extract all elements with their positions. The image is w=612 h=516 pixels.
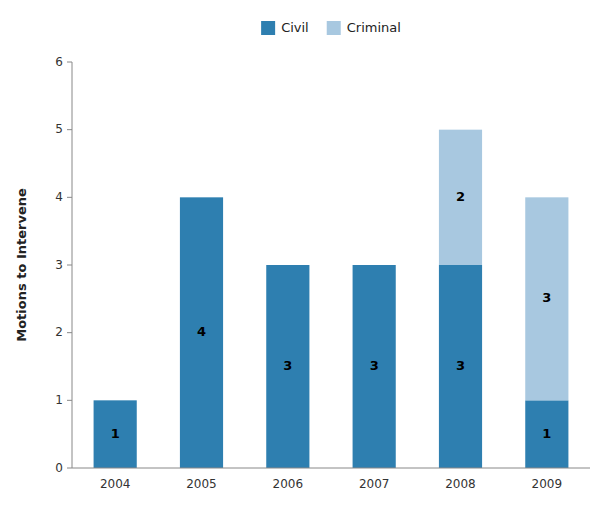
y-tick-label: 0: [55, 461, 63, 475]
bar: [94, 400, 137, 468]
bar: [353, 265, 396, 266]
bar: [439, 130, 482, 265]
y-tick-label: 3: [55, 258, 63, 272]
data-label: 2: [456, 189, 465, 204]
legend-item: Civil: [261, 20, 309, 36]
x-tick-label: 2007: [359, 477, 390, 491]
x-tick-label: 2005: [186, 477, 217, 491]
legend-swatch: [261, 21, 275, 35]
data-label: 3: [283, 358, 292, 373]
y-tick: [67, 265, 72, 266]
bar: [94, 400, 137, 401]
bar: [525, 400, 568, 468]
y-tick: [67, 400, 72, 401]
data-label: 4: [197, 324, 206, 339]
y-tick: [67, 197, 72, 198]
y-tick-label: 4: [55, 190, 63, 204]
y-tick: [67, 332, 72, 333]
data-label: 1: [111, 426, 120, 441]
y-tick-label: 5: [55, 122, 63, 136]
y-tick-label: 1: [55, 393, 63, 407]
bar: [266, 265, 309, 266]
legend: Civil Criminal: [261, 20, 401, 36]
data-label: 3: [542, 290, 551, 305]
bar: [266, 265, 309, 468]
legend-swatch: [327, 21, 341, 35]
y-tick: [67, 129, 72, 130]
x-axis: 2004 2005 2006 2007 2008 2009: [72, 468, 590, 491]
legend-label: Civil: [281, 20, 309, 35]
legend-label: Criminal: [347, 20, 401, 35]
y-tick-label: 2: [55, 325, 63, 339]
x-tick-label: 2004: [100, 477, 131, 491]
chart-container: 0123456Motions to Intervene1433312320042…: [0, 0, 612, 516]
y-axis-line: [72, 62, 73, 468]
x-tick-label: 2006: [273, 477, 304, 491]
data-labels: 1 4 3 3 3 1 2 3: [111, 189, 552, 441]
y-tick-label: 6: [55, 55, 63, 69]
bar: [525, 197, 568, 400]
bar: [353, 265, 396, 468]
bar: [439, 265, 482, 468]
data-label: 1: [542, 426, 551, 441]
y-axis-label: Motions to Intervene: [14, 188, 29, 342]
y-tick: [67, 62, 72, 63]
y-tick: [67, 468, 72, 469]
legend-item: Criminal: [327, 20, 401, 36]
data-label: 3: [456, 358, 465, 373]
bar: [180, 197, 223, 198]
x-tick-label: 2008: [445, 477, 476, 491]
data-label: 3: [370, 358, 379, 373]
y-axis: 0 1 2 3 4 5 6: [55, 55, 72, 475]
x-tick-label: 2009: [532, 477, 563, 491]
bars: [94, 130, 569, 468]
chart-svg: 0123456Motions to Intervene1433312320042…: [0, 0, 612, 516]
x-axis-line: [72, 468, 590, 469]
bar: [180, 197, 223, 468]
